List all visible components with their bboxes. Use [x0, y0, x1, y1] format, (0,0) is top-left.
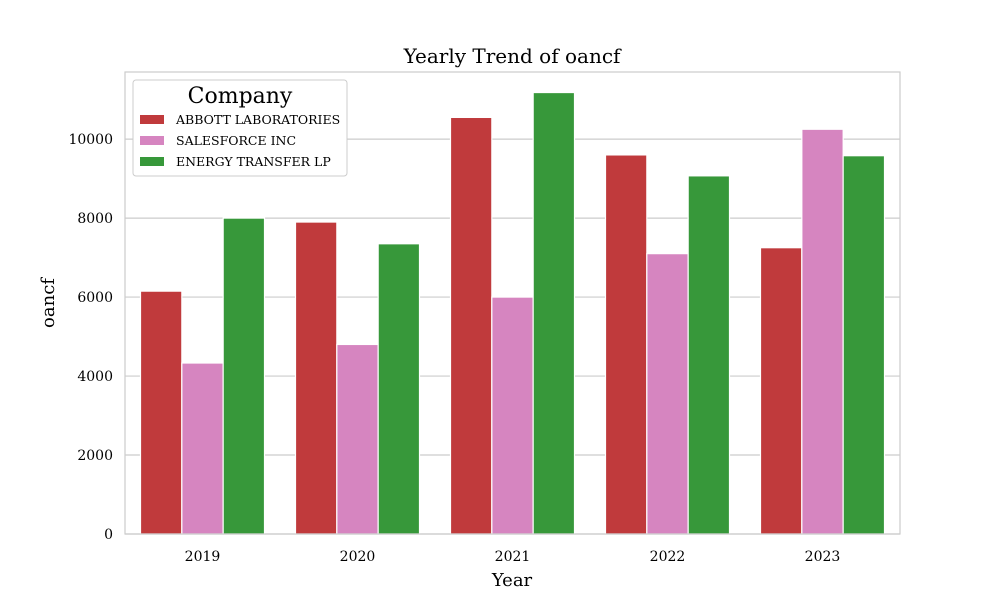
legend-items: ABBOTT LABORATORIES SALESFORCE INC ENERGY … [140, 112, 340, 169]
legend-swatch [140, 136, 164, 145]
legend-label: ENERGY TRANSFER LP [176, 154, 331, 169]
legend-label: SALESFORCE INC [176, 133, 296, 148]
legend: Company ABBOTT LABORATORIES SALESFORCE IN… [132, 79, 348, 177]
x-tick-label: 2019 [185, 549, 221, 565]
legend-swatch [140, 115, 164, 124]
bar-energy-transfer-lp-2019 [222, 217, 266, 535]
x-axis-label: Year [491, 570, 533, 591]
bar-abbott-laboratories-2019 [139, 290, 183, 535]
y-tick-label: 10000 [68, 132, 113, 148]
bar-salesforce-inc-2019 [181, 362, 224, 535]
y-tick-label: 2000 [77, 448, 113, 464]
bar-abbott-laboratories-2022 [604, 154, 648, 535]
bar-energy-transfer-lp-2020 [377, 243, 421, 535]
legend-label: ABBOTT LABORATORIES [175, 112, 340, 127]
bar-salesforce-inc-2022 [646, 253, 689, 535]
legend-title: Company [188, 84, 293, 109]
y-tick-labels: 0 2000 4000 6000 8000 10000 [68, 132, 113, 543]
x-tick-label: 2020 [340, 549, 376, 565]
legend-swatch [140, 157, 164, 166]
y-axis-label: oancf [38, 277, 59, 328]
x-tick-label: 2023 [805, 549, 841, 565]
chart-title: Yearly Trend of oancf [403, 44, 622, 68]
x-tick-labels: 2019 2020 2021 2022 2023 [185, 549, 841, 565]
y-tick-label: 8000 [77, 211, 113, 227]
bar-abbott-laboratories-2023 [759, 247, 803, 535]
bar-energy-transfer-lp-2023 [842, 155, 886, 535]
bar-abbott-laboratories-2020 [294, 221, 338, 535]
bar-salesforce-inc-2021 [491, 296, 534, 535]
plot-frame [124, 71, 901, 535]
x-tick-label: 2022 [650, 549, 686, 565]
bar-salesforce-inc-2020 [336, 343, 379, 535]
x-tick-label: 2021 [495, 549, 531, 565]
bar-salesforce-inc-2023 [801, 128, 844, 535]
bars [139, 91, 886, 535]
y-tick-label: 6000 [77, 290, 113, 306]
legend-box [132, 79, 348, 177]
bar-energy-transfer-lp-2021 [532, 91, 576, 535]
y-tick-label: 4000 [77, 369, 113, 385]
bar-abbott-laboratories-2021 [449, 116, 493, 535]
y-tick-label: 0 [104, 527, 113, 543]
bar-energy-transfer-lp-2022 [687, 175, 731, 535]
